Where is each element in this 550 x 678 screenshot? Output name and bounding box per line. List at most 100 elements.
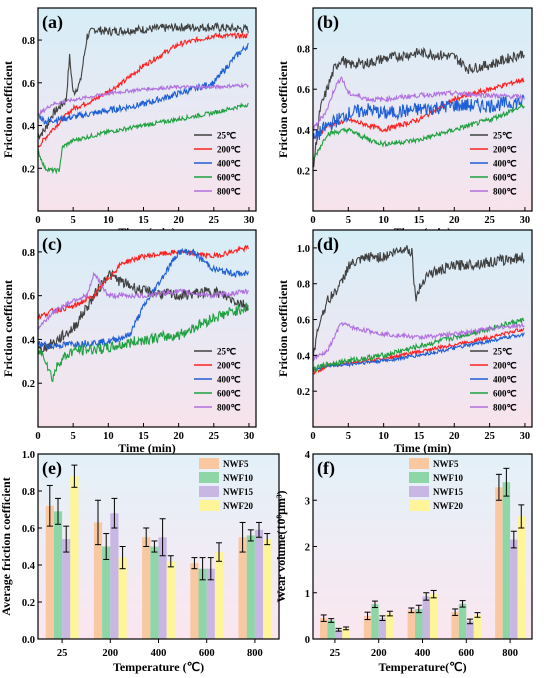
x-tick-label: 15: [138, 431, 149, 442]
x-tick-label: 25: [484, 431, 495, 442]
legend-swatch: [409, 500, 429, 511]
panel-a: 0 5 10 15 20 25 30 25℃ 200℃ 400℃ 600℃ 800℃ 0.2 0.4 0.6…: [1, 7, 257, 239]
bar: [415, 608, 423, 639]
legend-label: 25℃: [493, 347, 512, 357]
plot-frame: [37, 7, 257, 212]
x-tick-label: 25: [209, 215, 220, 226]
legend-label: 800℃: [493, 403, 517, 413]
y-tick-label: 0.2: [22, 164, 35, 175]
y-tick-label: 0.4: [22, 122, 36, 133]
x-tick-label: 30: [520, 431, 531, 442]
bar: [166, 561, 175, 639]
series-line-4: [312, 321, 525, 362]
x-tick-label: 5: [346, 215, 351, 226]
series-line-1: [37, 31, 249, 148]
x-tick-label: 800: [502, 648, 518, 659]
bar: [342, 628, 350, 639]
x-tick-label: 200: [102, 648, 118, 659]
plot-frame: [37, 453, 280, 640]
x-tick-label: 20: [449, 431, 460, 442]
y-tick-label: 0.6: [22, 524, 35, 535]
y-tick-label: 0.6: [297, 85, 310, 96]
series-line-2: [312, 94, 525, 141]
bar: [320, 618, 328, 639]
series-line-3: [312, 103, 525, 162]
x-tick-label: 30: [244, 215, 255, 226]
bar: [206, 568, 215, 639]
x-axis-title: Time (min): [394, 441, 451, 455]
legend-swatch: [409, 486, 429, 497]
x-tick-label: 25: [209, 431, 220, 442]
legend-swatch: [199, 458, 219, 469]
x-tick-label: 800: [247, 648, 263, 659]
legend-swatch: [199, 472, 219, 483]
bar: [495, 487, 503, 639]
legend-label: 800℃: [493, 187, 517, 197]
y-tick-label: 0.6: [297, 316, 310, 327]
x-tick-label: 5: [71, 215, 76, 226]
x-tick-label: 5: [71, 431, 76, 442]
bar: [214, 552, 224, 639]
x-tick-label: 400: [151, 648, 167, 659]
bar: [263, 539, 272, 639]
y-tick-label: 0.8: [22, 487, 35, 498]
bar: [363, 615, 372, 639]
legend-label: 400℃: [217, 375, 241, 385]
bar: [378, 618, 387, 639]
x-tick-label: 15: [138, 215, 149, 226]
bar: [70, 476, 79, 639]
legend-label: 200℃: [217, 361, 241, 371]
bar: [53, 511, 63, 639]
legend-swatch: [409, 458, 429, 469]
series-line-4: [312, 76, 525, 132]
x-tick-label: 400: [415, 648, 431, 659]
bar: [466, 621, 474, 639]
y-tick-label: 0.2: [22, 379, 35, 390]
bar: [422, 596, 430, 639]
legend-swatch: [409, 472, 429, 483]
y-tick-label: 4: [305, 450, 311, 461]
panel-d: 0 5 10 15 20 25 30 25℃ 200℃ 400℃ 600℃ 800℃ 0.2 0.4 0.6…: [276, 229, 533, 455]
legend-swatch: [199, 500, 219, 511]
bar: [371, 604, 379, 639]
panel-b: 0 5 10 15 20 25 30 25℃ 200℃ 400℃ 600℃ 800℃ 0.2 0.4 0.6…: [276, 7, 533, 239]
y-tick-label: 0.4: [22, 561, 36, 572]
y-tick-label: 0.8: [22, 36, 35, 47]
series-line-3: [37, 302, 249, 383]
x-tick-label: 200: [371, 648, 387, 659]
series-line-0: [312, 46, 525, 168]
bar: [150, 546, 159, 639]
series-line-2: [37, 247, 249, 350]
bar: [93, 522, 103, 639]
x-axis-title: Temperature (℃): [113, 660, 204, 674]
bar: [190, 563, 199, 639]
x-tick-label: 10: [378, 431, 389, 442]
x-tick-label: 0: [35, 431, 40, 442]
legend-label: NWF15: [223, 487, 253, 497]
x-tick-label: 5: [346, 431, 351, 442]
bar: [254, 529, 264, 639]
x-tick-label: 20: [173, 431, 184, 442]
y-tick-label: 0.8: [297, 280, 310, 291]
y-axis-title: Average friction coefficient: [0, 477, 13, 615]
y-tick-label: 0.6: [22, 292, 35, 303]
series-line-4: [37, 82, 249, 116]
series-line-2: [312, 332, 525, 371]
panel-label: (d): [317, 234, 339, 255]
legend-label: 25℃: [217, 347, 236, 357]
legend-label: 800℃: [217, 403, 241, 413]
y-tick-label: 0.8: [22, 248, 35, 259]
plot-frame: [37, 229, 257, 428]
bar: [458, 603, 467, 639]
y-tick-label: 0.0: [22, 635, 35, 646]
x-tick-label: 25: [57, 648, 68, 659]
x-tick-label: 25: [484, 215, 495, 226]
x-tick-label: 10: [103, 431, 114, 442]
plot-frame: [312, 229, 533, 428]
panel-label: (f): [317, 458, 335, 479]
x-tick-label: 600: [199, 648, 215, 659]
x-tick-label: 15: [414, 431, 425, 442]
plot-background: [38, 8, 256, 211]
series-line-1: [313, 328, 525, 375]
